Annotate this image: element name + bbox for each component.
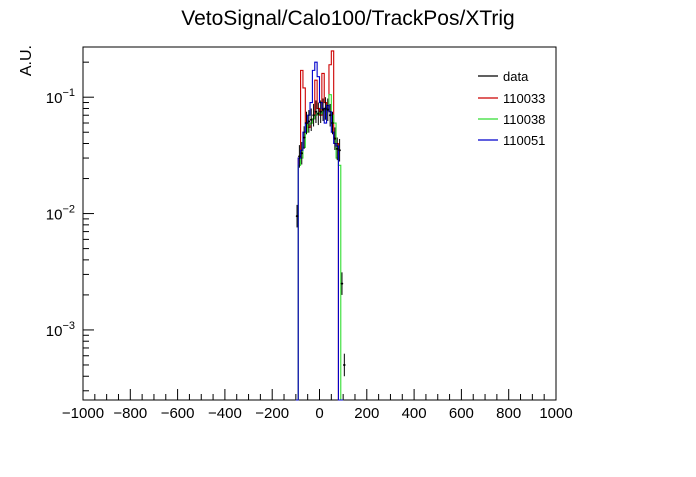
data-point xyxy=(295,215,299,218)
data-point xyxy=(300,152,303,155)
data-point xyxy=(324,107,327,110)
x-tick-label: 600 xyxy=(449,405,474,422)
legend-label-110033: 110033 xyxy=(503,91,545,106)
data-point xyxy=(305,121,308,125)
legend-entry-110051: 110051 xyxy=(478,133,545,148)
legend-label-110038: 110038 xyxy=(503,112,545,127)
data-point xyxy=(317,112,320,115)
data-point xyxy=(319,110,322,113)
legend-entry-data: data xyxy=(478,69,529,84)
data-point xyxy=(298,155,301,158)
data-point xyxy=(333,137,336,140)
legend-label-data: data xyxy=(503,69,529,84)
data-point xyxy=(310,118,313,121)
x-tick-label: −200 xyxy=(255,405,289,422)
data-point xyxy=(314,110,318,113)
data-point xyxy=(312,114,315,117)
x-tick-label: −1000 xyxy=(62,405,104,422)
data-point xyxy=(303,136,306,139)
data-point xyxy=(326,108,329,111)
legend: data 110033 110038 110051 xyxy=(478,69,545,148)
data-point xyxy=(307,120,310,123)
y-axis-label: A.U. xyxy=(18,45,35,76)
x-tick-label: 800 xyxy=(496,405,521,422)
legend-entry-110033: 110033 xyxy=(478,91,545,106)
data-point xyxy=(329,114,332,117)
x-tick-label: −600 xyxy=(161,405,195,422)
data-point xyxy=(343,363,346,367)
y-tick-label: 10−1 xyxy=(46,87,75,107)
y-tick-label: 10−3 xyxy=(46,320,75,340)
x-tick-label: 200 xyxy=(354,405,379,422)
plot-area: −1000 −800 −600 −400 −200 0 200 400 600 800 1000 10… xyxy=(46,46,573,422)
legend-label-110051: 110051 xyxy=(503,133,545,148)
x-tick-label: −400 xyxy=(208,405,242,422)
x-tick-label: 1000 xyxy=(539,405,572,422)
series-110033-line xyxy=(295,50,344,401)
x-tick-label: 0 xyxy=(315,405,323,422)
x-tick-label: −800 xyxy=(113,405,147,422)
data-point xyxy=(321,108,325,111)
chart-title: VetoSignal/Calo100/TrackPos/XTrig xyxy=(181,7,514,30)
data-point xyxy=(336,147,339,150)
x-tick-label: 400 xyxy=(402,405,427,422)
legend-entry-110038: 110038 xyxy=(478,112,545,127)
y-tick-label: 10−2 xyxy=(46,204,75,224)
data-point xyxy=(340,282,344,285)
data-point xyxy=(331,121,334,125)
data-point xyxy=(338,149,341,152)
